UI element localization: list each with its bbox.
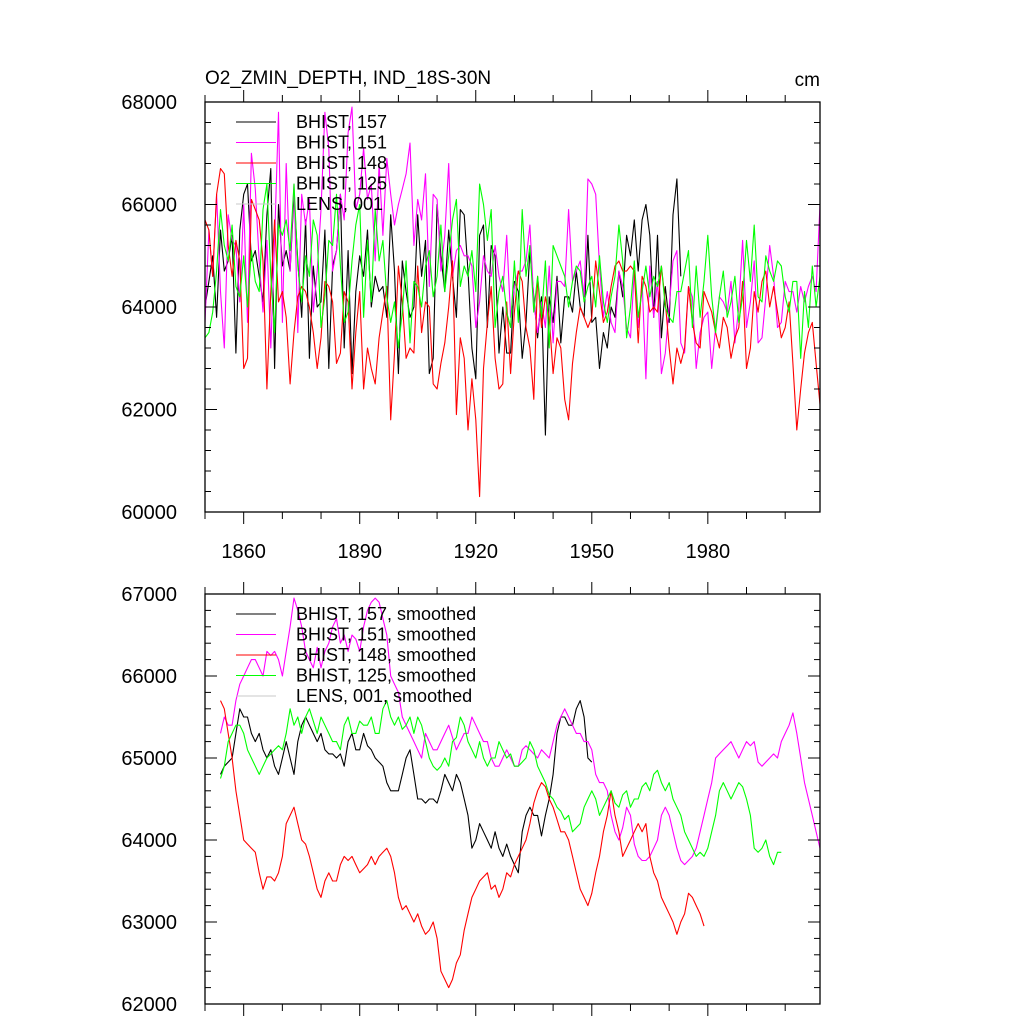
- bottom-panel: 62000 63000 64000 65000 66000 67000 BHIST, 157…: [121, 582, 821, 1016]
- chart-0-series-2-line: [205, 168, 820, 498]
- chart-1-y-tick-label-4: 66000: [121, 666, 177, 688]
- chart-0-y-tick-label-4: 68000: [121, 92, 177, 114]
- chart-0-y-tick-label-1: 62000: [121, 400, 177, 422]
- chart-0-x-tick-label-3: 1950: [570, 541, 615, 563]
- chart-1-y-tick-label-0: 62000: [121, 994, 177, 1016]
- chart-0-y-tick-label-3: 66000: [121, 195, 177, 217]
- chart-1-y-tick-label-1: 63000: [121, 912, 177, 934]
- chart-0-legend-label-2: BHIST, 148: [296, 153, 387, 173]
- chart-1-legend-label-4: LENS, 001, smoothed: [296, 686, 472, 706]
- chart-1-y-tick-label-3: 65000: [121, 748, 177, 770]
- chart-0-legend-label-4: LENS, 001: [296, 194, 383, 214]
- chart-title: O2_ZMIN_DEPTH, IND_18S-30N: [205, 68, 491, 89]
- chart-1-plot-frame: [204, 593, 821, 1005]
- chart-0-legend-label-1: BHIST, 151: [296, 133, 387, 153]
- top-panel: 60000 62000 64000 66000 68000 1860 1890 1920 195…: [121, 90, 821, 563]
- chart-0-legend-label-0: BHIST, 157: [296, 112, 387, 132]
- chart-0-x-tick-label-4: 1980: [686, 541, 731, 563]
- chart-0-series-1-line: [205, 106, 820, 380]
- chart-1-series-0-line: [220, 700, 593, 874]
- chart-1-legend-label-0: BHIST, 157, smoothed: [296, 604, 476, 624]
- chart-1-y-tick-label-5: 67000: [121, 584, 177, 606]
- chart-0-y-tick-label-2: 64000: [121, 297, 177, 319]
- chart-0-x-tick-label-2: 1920: [454, 541, 499, 563]
- chart-0-series-3-line: [205, 183, 820, 359]
- chart-1-series-1-line: [219, 597, 820, 866]
- chart-1-series-2-line: [220, 700, 705, 989]
- chart-1-legend-label-2: BHIST, 148, smoothed: [296, 645, 476, 665]
- chart-1-series-3-line: [219, 700, 782, 866]
- chart-1-legend-label-3: BHIST, 125, smoothed: [296, 666, 476, 686]
- chart-0-series-0-line: [205, 168, 682, 436]
- chart-0-y-tick-label-0: 60000: [121, 502, 177, 524]
- chart-0-legend-label-3: BHIST, 125: [296, 174, 387, 194]
- chart-1-y-tick-label-2: 64000: [121, 830, 177, 852]
- chart-1-legend-label-1: BHIST, 151, smoothed: [296, 625, 476, 645]
- chart-0-x-tick-label-1: 1890: [337, 541, 382, 563]
- chart-0-x-tick-label-0: 1860: [221, 541, 266, 563]
- units-label: cm: [795, 70, 820, 91]
